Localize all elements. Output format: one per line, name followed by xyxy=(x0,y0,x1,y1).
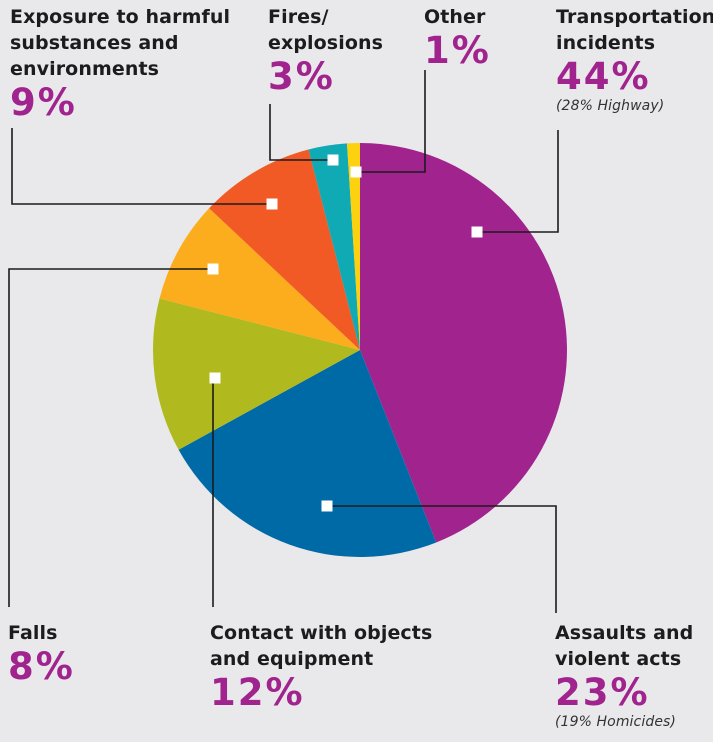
pct-exposure: 9% xyxy=(10,81,77,124)
marker-assaults xyxy=(321,500,333,512)
marker-contact xyxy=(209,372,221,384)
marker-exposure xyxy=(266,198,278,210)
pct-other: 1% xyxy=(424,29,491,72)
pie-slice-fires xyxy=(308,143,360,350)
connector-other xyxy=(356,70,426,173)
label-transportation-line-1: Transportation xyxy=(556,6,713,28)
pct-contact: 12% xyxy=(210,671,305,714)
marker-other xyxy=(350,166,362,178)
label-contact-line-1: Contact with objects xyxy=(210,622,433,644)
marker-fires xyxy=(327,154,339,166)
pct-fires: 3% xyxy=(268,55,335,98)
label-transportation: Transportation incidents 44% (28% Highwa… xyxy=(556,4,713,115)
label-transportation-line-2: incidents xyxy=(556,32,656,54)
label-falls: Falls 8% xyxy=(8,620,75,687)
note-assaults: (19% Homicides) xyxy=(555,714,676,730)
pct-assaults: 23% xyxy=(555,671,650,714)
pie-slice-falls xyxy=(159,208,360,350)
label-fires-line-2: explosions xyxy=(268,32,384,54)
label-other: Other 1% xyxy=(424,4,491,71)
label-exposure-line-2: substances and xyxy=(10,32,179,54)
label-assaults: Assaults and violent acts 23% (19% Homic… xyxy=(555,620,693,731)
connector-assaults xyxy=(327,505,557,613)
pie-slice-transportation xyxy=(360,143,567,543)
label-contact: Contact with objects and equipment 12% xyxy=(210,620,432,713)
label-fires-line-1: Fires/ xyxy=(268,6,329,28)
marker-transportation xyxy=(471,226,483,238)
label-exposure: Exposure to harmful substances and envir… xyxy=(10,4,230,123)
label-falls-line-1: Falls xyxy=(8,622,58,644)
pie-slice-contact xyxy=(152,298,360,450)
pie-slice-other xyxy=(347,143,360,350)
marker-falls xyxy=(207,263,219,275)
note-transportation: (28% Highway) xyxy=(556,98,665,114)
label-assaults-line-2: violent acts xyxy=(555,648,682,670)
pct-falls: 8% xyxy=(8,645,75,688)
connector-fires xyxy=(269,104,333,161)
connector-falls xyxy=(8,268,213,607)
label-fires: Fires/ explosions 3% xyxy=(268,4,383,97)
pie-slice-exposure xyxy=(209,149,360,350)
label-contact-line-2: and equipment xyxy=(210,648,374,670)
label-other-line-1: Other xyxy=(424,6,486,28)
pct-transportation: 44% xyxy=(556,55,651,98)
label-exposure-line-3: environments xyxy=(10,58,160,80)
label-exposure-line-1: Exposure to harmful xyxy=(10,6,231,28)
connector-transportation xyxy=(477,130,559,233)
label-assaults-line-1: Assaults and xyxy=(555,622,694,644)
connector-exposure xyxy=(11,128,272,205)
